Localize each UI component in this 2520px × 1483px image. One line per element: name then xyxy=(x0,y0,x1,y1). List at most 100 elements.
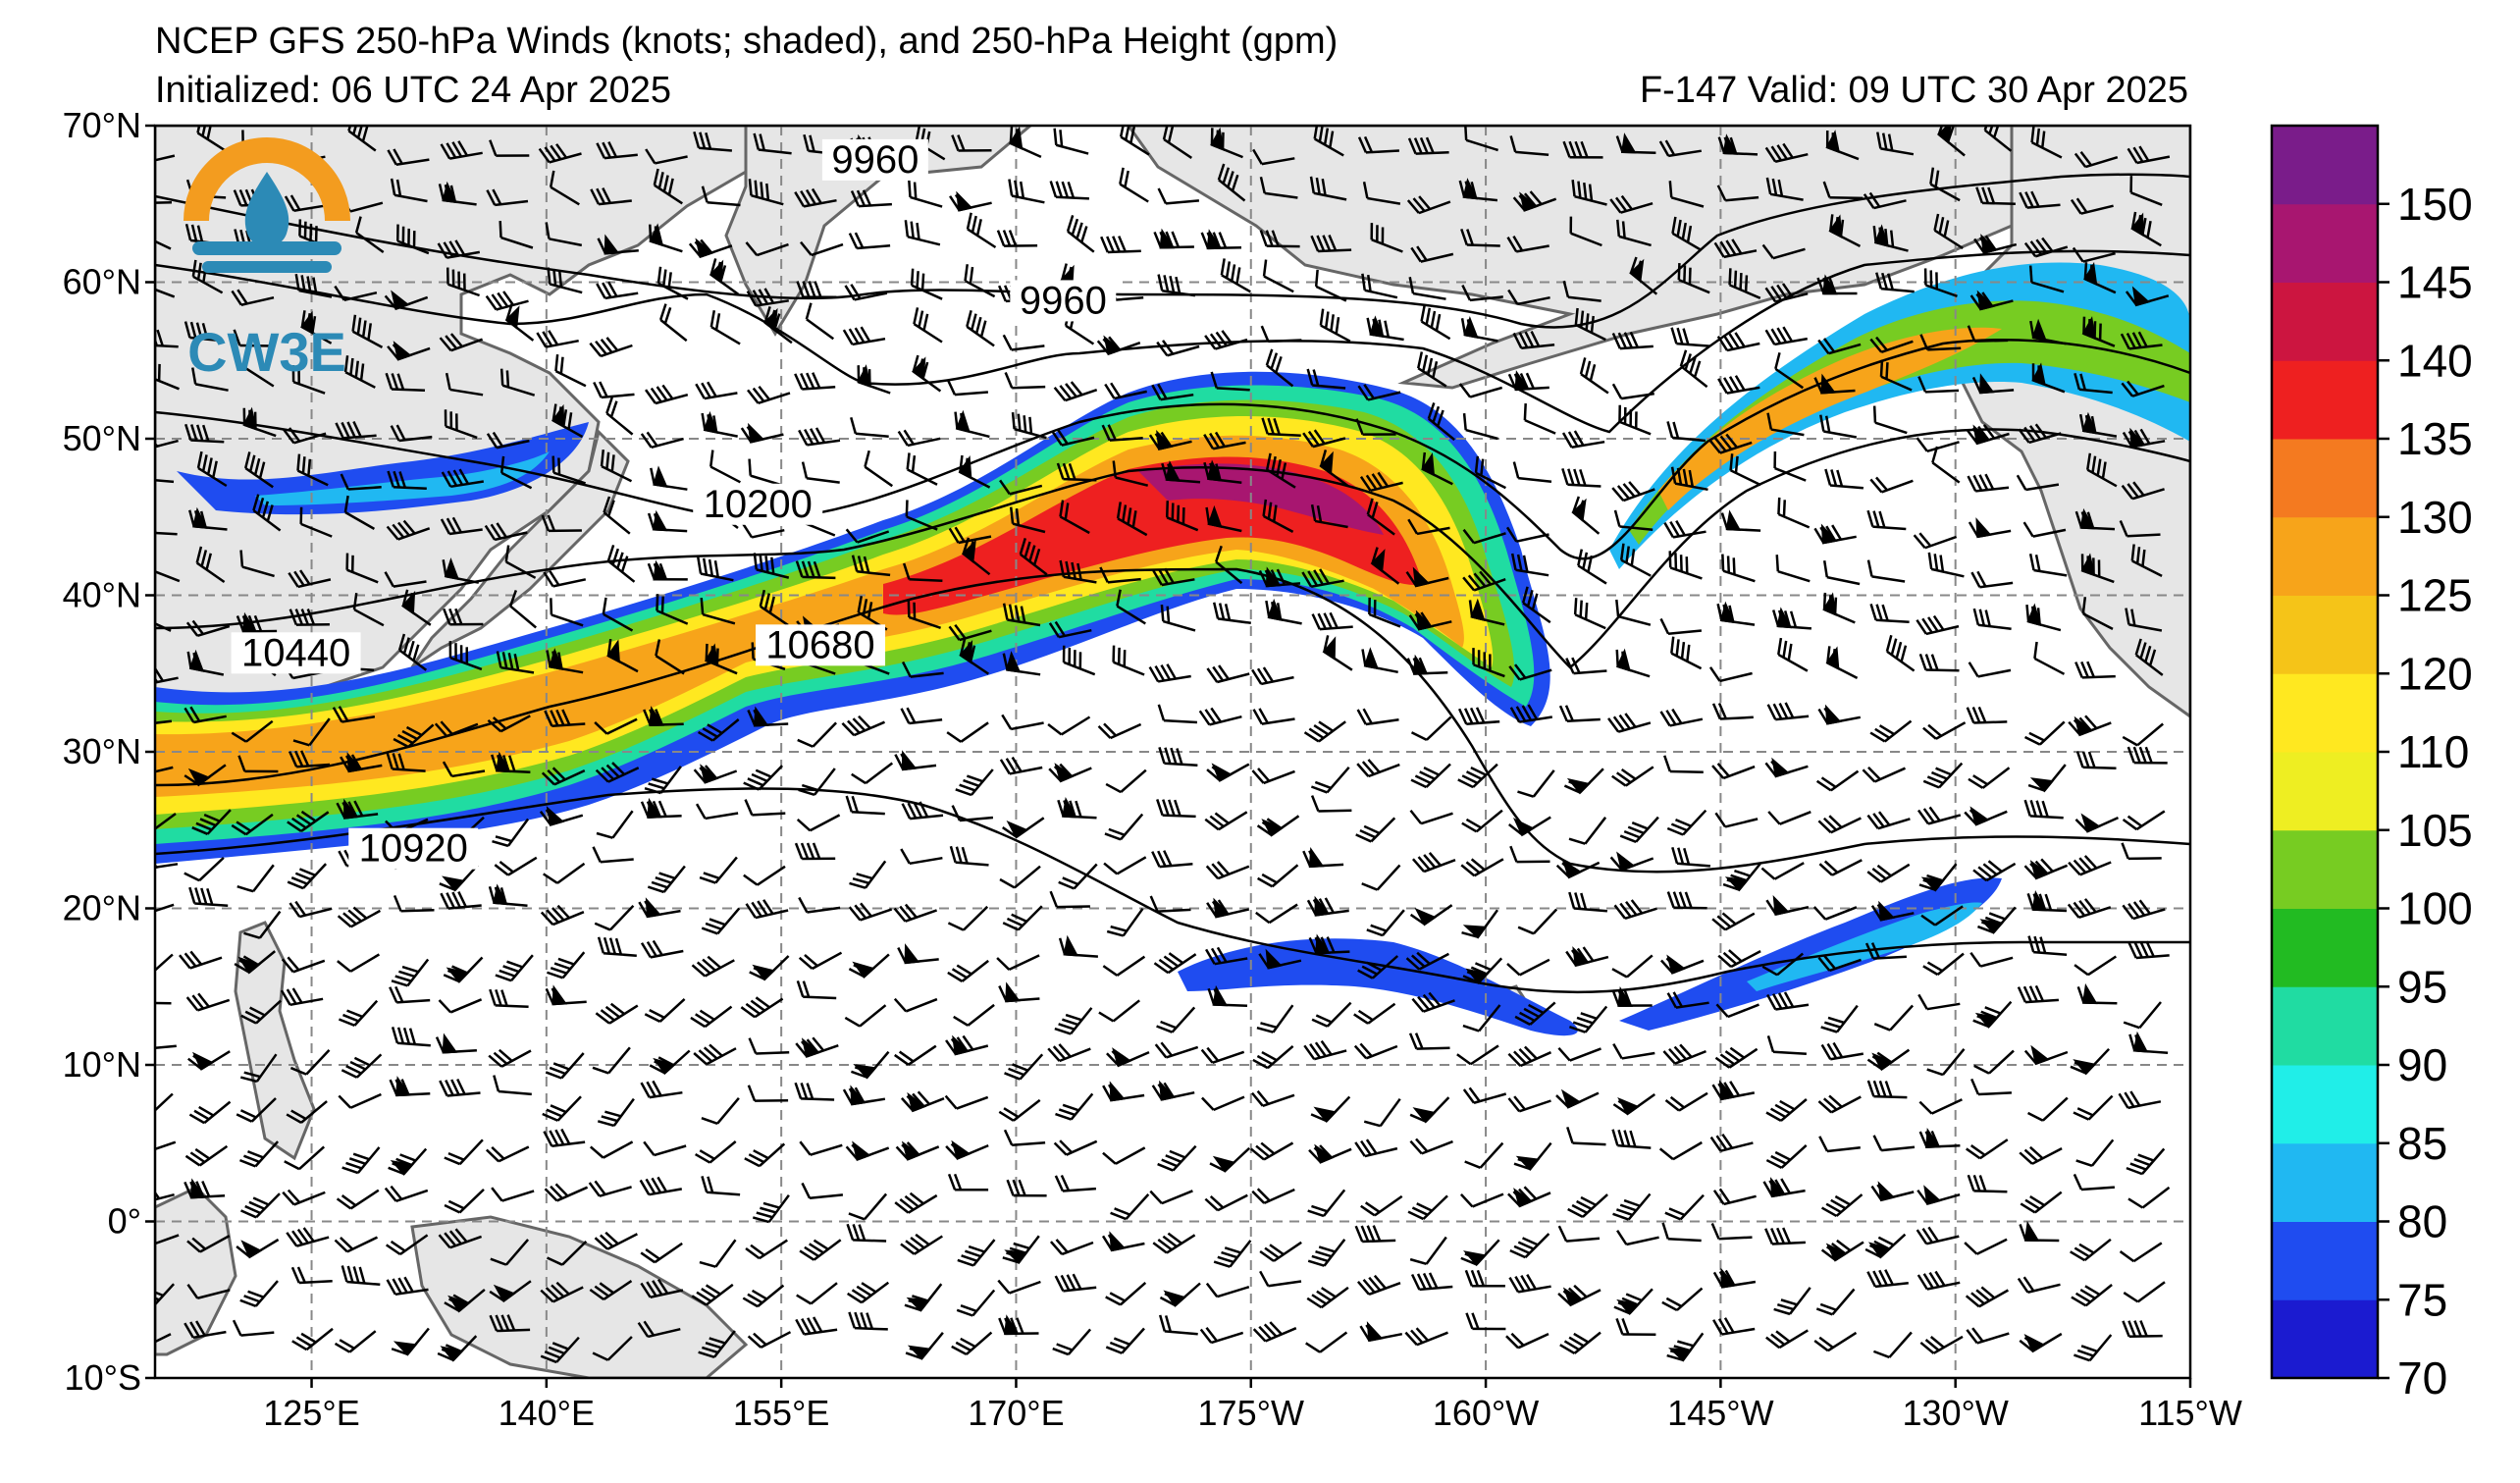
colorbar-segment xyxy=(2272,752,2378,831)
wind-barb xyxy=(647,509,688,533)
wind-barb xyxy=(2129,176,2163,206)
latitude-labels: 70°N 60°N 50°N 40°N 30°N 20°N 10°N 0° 10°S xyxy=(63,105,155,1398)
wind-barb xyxy=(1615,648,1651,678)
wind-barb xyxy=(1872,1135,1916,1152)
wind-barb xyxy=(155,1140,177,1154)
wind-barb xyxy=(488,883,528,907)
wind-barb xyxy=(1354,1225,1396,1244)
wind-barb xyxy=(384,571,427,588)
wind-barb xyxy=(643,706,684,727)
wind-barb xyxy=(2019,190,2061,209)
philippines-land xyxy=(234,921,316,1161)
alaska-land xyxy=(1127,126,2014,390)
wind-barb xyxy=(709,450,741,484)
wind-barb xyxy=(594,904,635,931)
wind-barb xyxy=(1505,526,1549,543)
wind-barb xyxy=(1710,1223,1753,1241)
wind-barb xyxy=(1819,414,1858,439)
wind-barb xyxy=(1161,460,1201,484)
wind-barb xyxy=(1456,1044,1499,1066)
wind-barb xyxy=(2119,1242,2163,1263)
wind-barb xyxy=(1922,762,1964,789)
wind-barb xyxy=(1259,1270,1302,1288)
wind-barb xyxy=(1607,713,1652,733)
wind-barb xyxy=(701,907,741,935)
wind-barb xyxy=(385,1234,429,1256)
colorbar-segment xyxy=(2272,1221,2378,1300)
colorbar-tick-label: 70 xyxy=(2397,1352,2447,1404)
wind-barb xyxy=(1879,359,1913,392)
wind-barb xyxy=(1209,1146,1251,1173)
wind-barb xyxy=(947,905,989,931)
wind-barb xyxy=(799,1140,843,1156)
wind-barb xyxy=(1512,190,1557,212)
contour-line xyxy=(155,339,2190,560)
wind-barb xyxy=(1019,537,1048,576)
wind-barb xyxy=(1101,1231,1145,1252)
wind-barb xyxy=(1713,238,1758,259)
wind-barb xyxy=(184,1178,226,1199)
wind-barb xyxy=(1965,1286,2010,1308)
wind-barb xyxy=(649,223,683,253)
wind-barb xyxy=(196,450,228,488)
wind-barb xyxy=(191,809,232,835)
contour-label: 10200 xyxy=(704,483,813,526)
wind-barb xyxy=(441,468,484,489)
wind-barb xyxy=(1722,863,1761,892)
wind-barb xyxy=(1153,228,1194,249)
wind-barb xyxy=(1112,460,1149,487)
wind-barb xyxy=(894,750,937,771)
wind-barb xyxy=(341,1053,383,1079)
wind-barb xyxy=(744,1142,786,1168)
wind-barb xyxy=(289,900,333,919)
wind-barb xyxy=(2126,1147,2166,1176)
contour-line xyxy=(155,428,2190,669)
colorbar-tick-label: 120 xyxy=(2397,648,2473,699)
wind-barb xyxy=(743,865,786,886)
wind-barb xyxy=(1671,216,1703,252)
wind-barb xyxy=(284,194,328,213)
wind-barb xyxy=(693,131,733,152)
cw3e-logo: CW3E xyxy=(184,137,350,383)
wind-barb xyxy=(1255,903,1298,925)
wind-barb xyxy=(1203,459,1242,484)
wind-barb xyxy=(155,1044,177,1051)
wind-barb xyxy=(801,461,840,484)
wind-barb xyxy=(1866,863,1911,883)
wind-barb xyxy=(540,904,585,927)
wind-barb xyxy=(2078,411,2118,438)
wind-barb xyxy=(283,427,327,445)
wind-barb xyxy=(998,1314,1039,1336)
wind-barb xyxy=(1764,326,1809,346)
wind-barb xyxy=(1559,1331,1601,1354)
wind-barb xyxy=(545,222,583,247)
wind-barb xyxy=(1969,951,2014,968)
wind-barb xyxy=(1659,954,1705,975)
wind-barb xyxy=(1765,895,1810,917)
wind-barb xyxy=(2122,722,2165,747)
wind-barb xyxy=(1517,908,1558,935)
wind-barb xyxy=(1055,1092,1094,1121)
wind-barb xyxy=(391,958,430,987)
wind-barb xyxy=(740,422,784,444)
wind-barb xyxy=(949,845,989,867)
wind-barb xyxy=(1815,1288,1856,1316)
wind-barb xyxy=(851,555,891,577)
wind-barb xyxy=(606,638,639,673)
wind-barb xyxy=(1818,1136,1861,1153)
wind-barb xyxy=(1866,559,1906,583)
wind-barb xyxy=(1569,216,1602,247)
wind-barb xyxy=(794,187,837,208)
wind-barb xyxy=(1507,370,1549,392)
wind-barb xyxy=(848,232,891,250)
wind-barb xyxy=(1666,1332,1705,1362)
wind-barb xyxy=(546,648,584,674)
wind-barb xyxy=(1509,845,1550,864)
wind-barb xyxy=(1579,357,1609,395)
wind-barb xyxy=(491,751,531,774)
wind-barb xyxy=(2023,1044,2069,1066)
wind-barb xyxy=(1870,900,1915,922)
wind-barb xyxy=(690,1005,733,1029)
wind-barb xyxy=(1568,817,1607,845)
wind-barb xyxy=(701,1096,740,1126)
